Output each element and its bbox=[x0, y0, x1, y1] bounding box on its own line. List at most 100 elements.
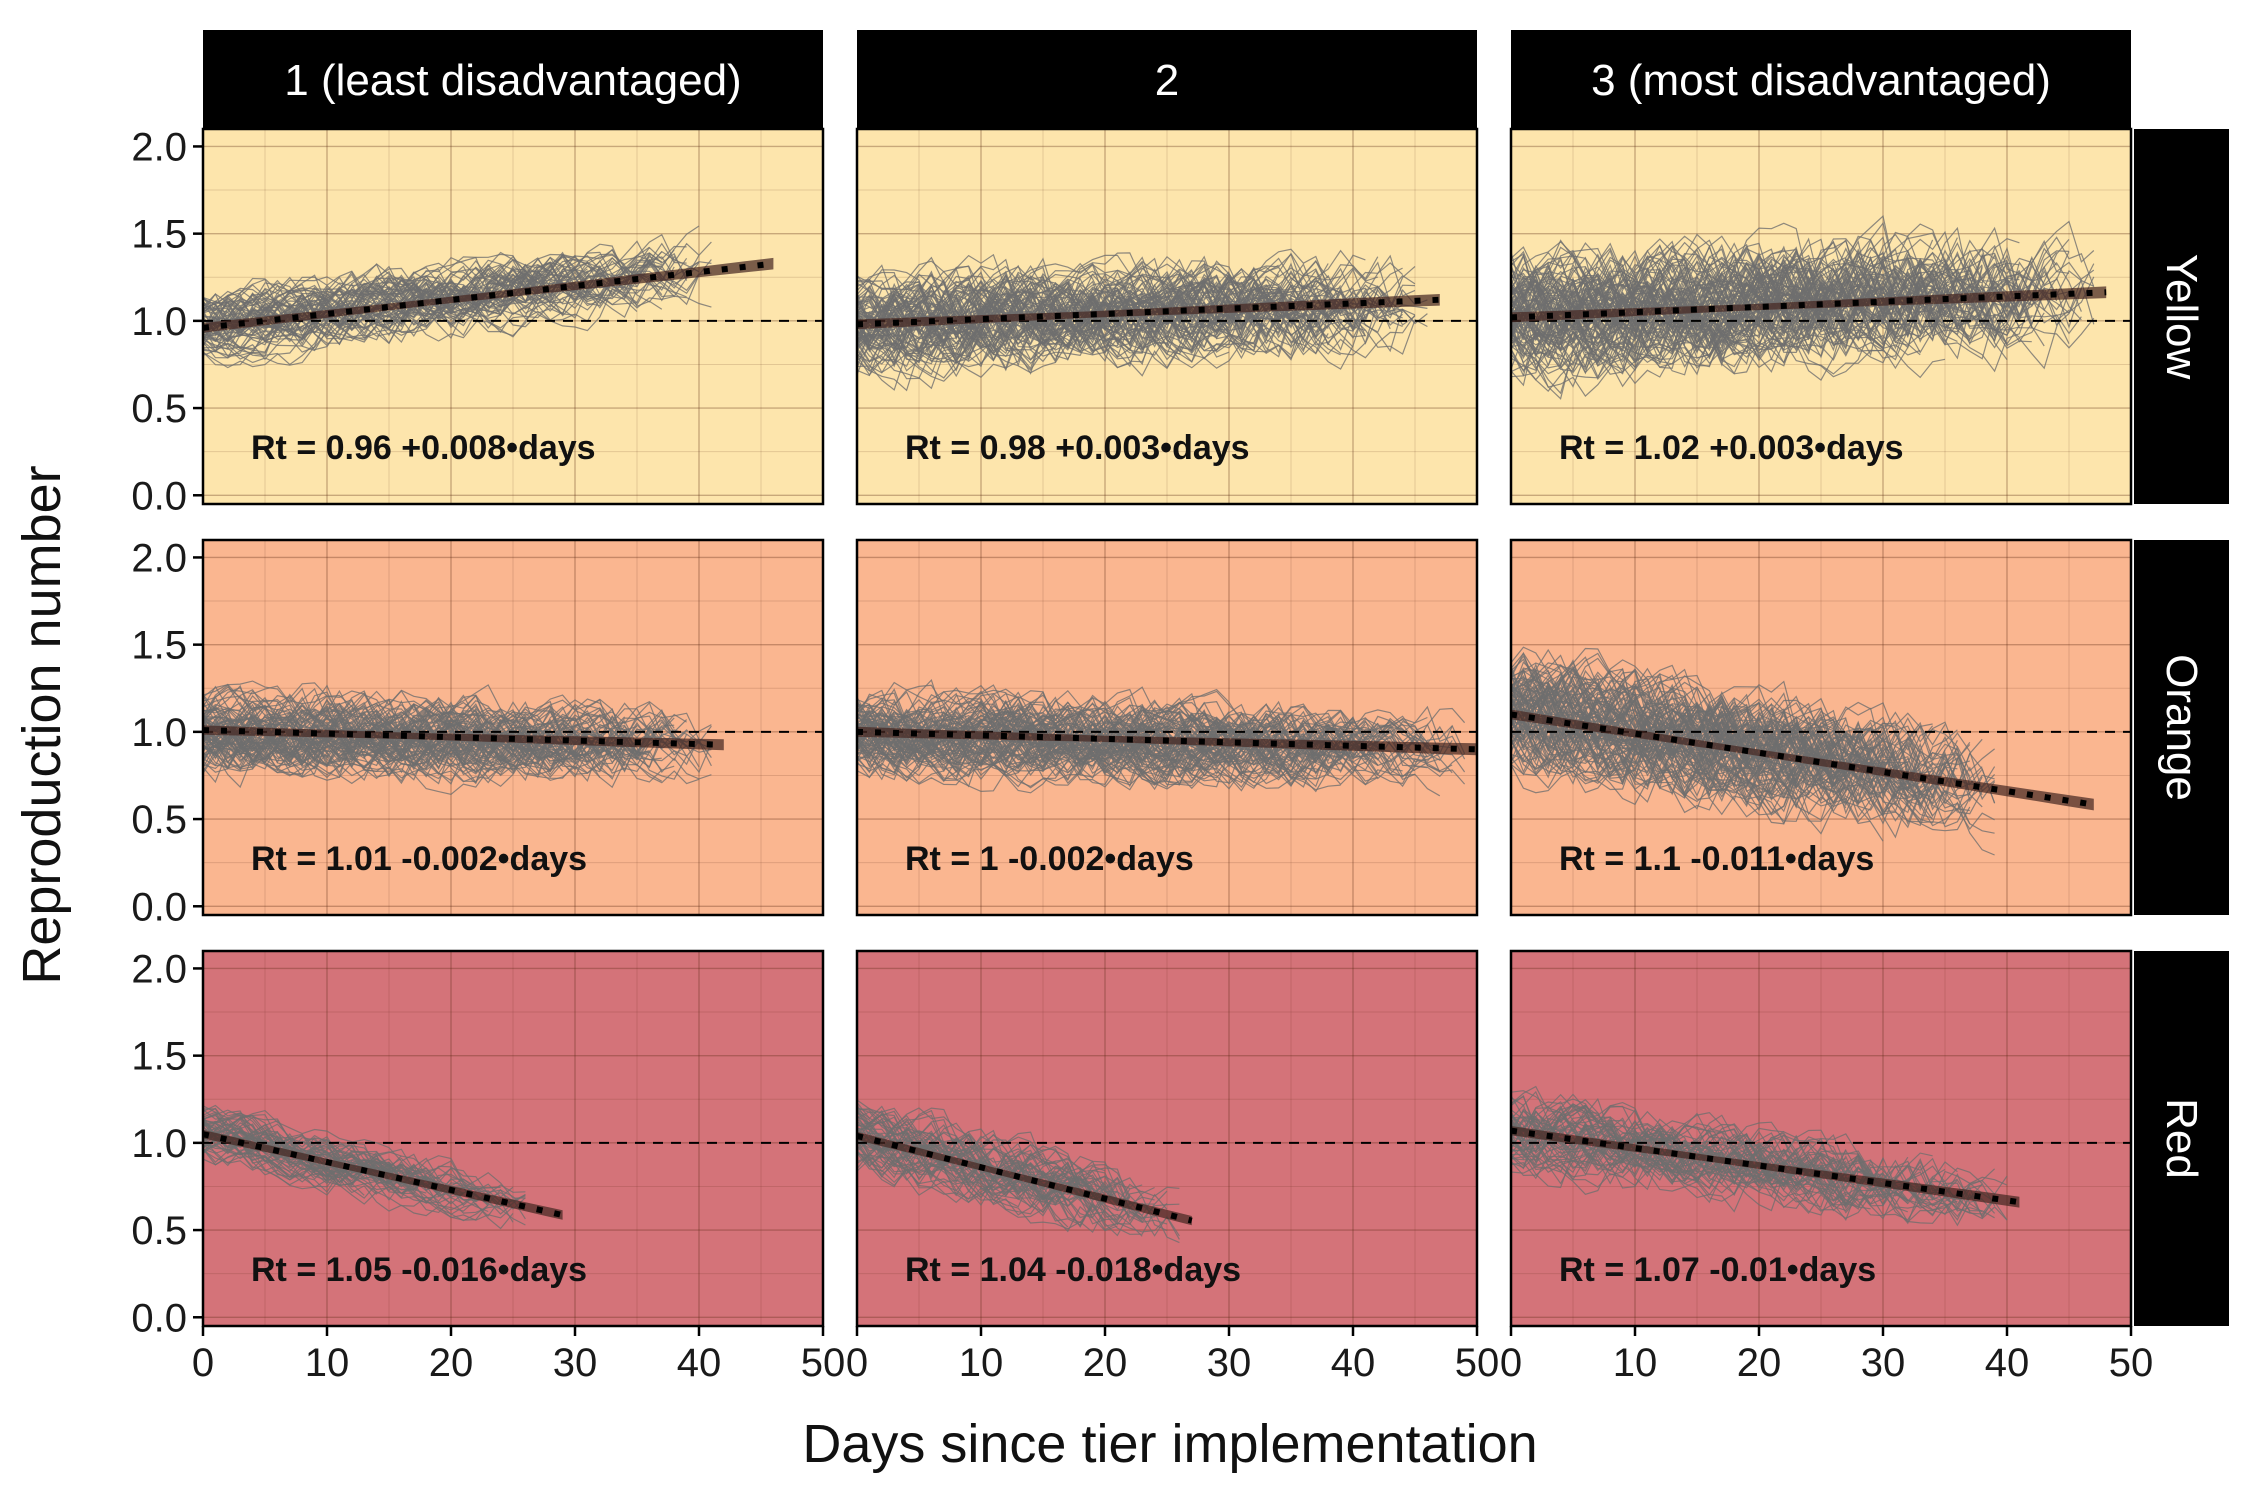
rt-trace bbox=[857, 249, 1379, 332]
rt-trace bbox=[857, 723, 1416, 783]
rt-trace bbox=[1511, 688, 1958, 793]
trace-group bbox=[857, 248, 1428, 392]
rt-trace bbox=[857, 725, 1428, 794]
x-tick-label: 40 bbox=[1331, 1341, 1376, 1385]
rt-trace bbox=[1511, 1120, 1809, 1196]
y-tick-label: 1.0 bbox=[131, 1122, 187, 1166]
strip-background bbox=[857, 30, 1477, 129]
regression-equation: Rt = 1.02 +0.003•days bbox=[1559, 429, 1904, 467]
rt-trace bbox=[1511, 1110, 1983, 1211]
rt-trace bbox=[857, 1134, 1143, 1209]
rt-trace bbox=[1511, 1109, 2008, 1221]
row-strip-label: Yellow bbox=[2157, 254, 2206, 380]
panel-border bbox=[1509, 538, 2133, 917]
panel-border bbox=[1509, 949, 2133, 1328]
rt-trace bbox=[1511, 1138, 1995, 1221]
rt-trace bbox=[857, 678, 1280, 749]
rt-trace bbox=[1511, 719, 1983, 829]
x-tick-label: 50 bbox=[801, 1341, 846, 1385]
x-tick-label: 10 bbox=[959, 1341, 1004, 1385]
row-strip-red: Red bbox=[2134, 951, 2229, 1326]
panel-border bbox=[855, 538, 1479, 917]
regression-equation: Rt = 0.98 +0.003•days bbox=[905, 429, 1250, 467]
x-tick-label: 20 bbox=[1083, 1341, 1128, 1385]
rt-trace bbox=[1511, 272, 2032, 369]
rt-trace bbox=[857, 284, 1341, 363]
rt-trace bbox=[203, 255, 600, 330]
y-tick-label: 0.5 bbox=[131, 798, 187, 842]
fit-line bbox=[857, 1132, 1193, 1224]
fit-line bbox=[203, 1131, 564, 1218]
rt-trace bbox=[857, 300, 1428, 370]
rt-trace bbox=[857, 688, 1317, 743]
rt-trace bbox=[203, 1139, 365, 1196]
rt-trace bbox=[1511, 729, 1995, 856]
regression-equation: Rt = 1.04 -0.018•days bbox=[905, 1251, 1241, 1289]
strip-background bbox=[2134, 951, 2229, 1326]
fit-line bbox=[203, 260, 774, 331]
rt-trace bbox=[1511, 679, 1995, 834]
rt-trace bbox=[857, 260, 1329, 326]
strip-background bbox=[1511, 30, 2131, 129]
rt-trace bbox=[857, 690, 1466, 760]
rt-trace bbox=[1511, 230, 1971, 330]
rt-trace bbox=[1511, 726, 1847, 822]
rt-trace bbox=[1511, 720, 1934, 835]
rt-trace bbox=[857, 701, 1428, 760]
panel-border bbox=[855, 949, 1479, 1328]
y-tick-label: 0.0 bbox=[131, 885, 187, 929]
x-tick-label: 20 bbox=[1737, 1341, 1782, 1385]
rt-trace bbox=[203, 696, 675, 759]
y-tick-label: 0.5 bbox=[131, 1209, 187, 1253]
rt-trace bbox=[857, 294, 1304, 361]
fit-line bbox=[857, 728, 1477, 753]
x-tick-label: 10 bbox=[1613, 1341, 1658, 1385]
x-tick-label: 0 bbox=[192, 1341, 214, 1385]
x-tick-label: 30 bbox=[1207, 1341, 1252, 1385]
rt-trace bbox=[857, 1137, 1069, 1218]
rt-trace bbox=[1511, 1105, 1958, 1200]
rt-trace bbox=[1511, 1104, 1884, 1186]
panel-yellow-1: Rt = 0.96 +0.008•days bbox=[201, 127, 825, 506]
regression-equation: Rt = 1.07 -0.01•days bbox=[1559, 1251, 1876, 1289]
regression-equation: Rt = 0.96 +0.008•days bbox=[251, 429, 596, 467]
regression-equation: Rt = 1.1 -0.011•days bbox=[1559, 840, 1874, 878]
rt-trace bbox=[857, 275, 1342, 362]
rt-trace bbox=[857, 255, 1242, 338]
rt-trace bbox=[203, 1134, 514, 1230]
rt-trace bbox=[857, 681, 1279, 740]
x-tick-label: 0 bbox=[846, 1341, 868, 1385]
rt-trace bbox=[1511, 241, 1822, 326]
panel-yellow-3: Rt = 1.02 +0.003•days bbox=[1509, 127, 2133, 506]
panel-orange-2: Rt = 1 -0.002•days bbox=[855, 538, 1479, 917]
rt-trace bbox=[857, 297, 1329, 392]
rt-trace bbox=[857, 728, 1230, 768]
rt-trace bbox=[857, 1142, 1143, 1237]
regression-equation: Rt = 1 -0.002•days bbox=[905, 840, 1194, 878]
grid bbox=[203, 951, 823, 1326]
rt-trace bbox=[203, 711, 601, 769]
rt-trace bbox=[857, 283, 1193, 379]
y-tick-label: 1.5 bbox=[131, 1035, 187, 1079]
y-tick-label: 0.0 bbox=[131, 474, 187, 518]
panel-border bbox=[201, 949, 825, 1328]
confidence-band bbox=[203, 257, 774, 333]
rt-trace bbox=[203, 704, 687, 768]
y-tick-label: 1.0 bbox=[131, 300, 187, 344]
panel-orange-1: Rt = 1.01 -0.002•days bbox=[201, 538, 825, 917]
trace-group bbox=[857, 1099, 1180, 1244]
panel-border bbox=[201, 538, 825, 917]
column-strip-3: 3 (most disadvantaged) bbox=[1511, 30, 2131, 129]
panel-background bbox=[857, 951, 1477, 1326]
rt-trace bbox=[1511, 253, 1785, 334]
y-tick-label: 1.5 bbox=[131, 624, 187, 668]
y-tick-label: 0.5 bbox=[131, 387, 187, 431]
rt-trace bbox=[857, 740, 1416, 785]
row-strip-label: Red bbox=[2157, 1098, 2206, 1179]
strip-background bbox=[2134, 129, 2229, 504]
rt-trace bbox=[1511, 664, 1834, 772]
rt-trace bbox=[1511, 250, 2058, 335]
rt-trace bbox=[857, 288, 1428, 369]
x-tick-label: 0 bbox=[1500, 1341, 1522, 1385]
rt-trace bbox=[1511, 1155, 1996, 1219]
